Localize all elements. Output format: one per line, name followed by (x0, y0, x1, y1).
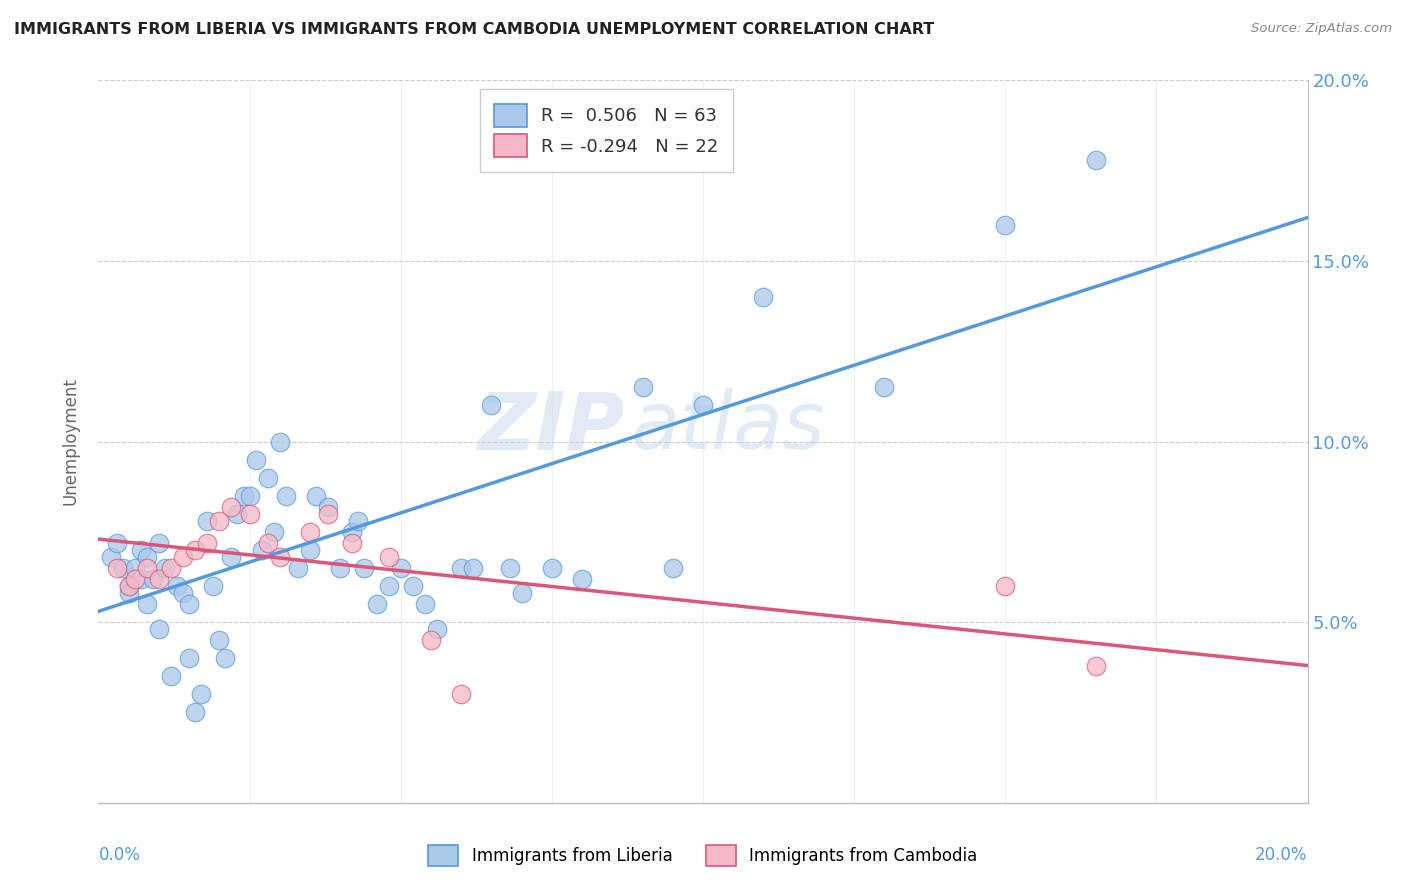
Point (214, 651, 236, 665)
Text: IMMIGRANTS FROM LIBERIA VS IMMIGRANTS FROM CAMBODIA UNEMPLOYMENT CORRELATION CHA: IMMIGRANTS FROM LIBERIA VS IMMIGRANTS FR… (14, 22, 935, 37)
Point (316, 507, 339, 521)
Point (540, 561, 562, 575)
Point (316, 500, 339, 514)
Point (208, 633, 231, 648)
Point (184, 542, 207, 557)
Point (342, 535, 364, 549)
Point (366, 597, 388, 611)
Point (389, 561, 412, 575)
Point (353, 561, 375, 575)
Point (377, 579, 399, 593)
Point (256, 535, 278, 549)
Text: 20.0%: 20.0% (1256, 847, 1308, 864)
Point (661, 561, 683, 575)
Point (342, 524, 364, 539)
Point (256, 471, 278, 485)
Point (269, 434, 291, 449)
Point (692, 398, 714, 412)
Text: 0.0%: 0.0% (98, 847, 141, 864)
Point (498, 561, 520, 575)
Point (105, 535, 128, 549)
Point (450, 687, 472, 701)
Point (420, 633, 443, 648)
Point (287, 561, 309, 575)
Point (481, 398, 503, 412)
Point (195, 535, 218, 549)
Point (510, 586, 533, 600)
Point (124, 572, 146, 586)
Point (208, 514, 231, 528)
Point (1085, 153, 1108, 167)
Point (299, 524, 322, 539)
Point (160, 561, 183, 575)
Point (450, 561, 472, 575)
Point (111, 561, 134, 575)
Point (571, 572, 593, 586)
Point (148, 572, 170, 586)
Point (377, 550, 399, 565)
Point (124, 561, 146, 575)
Point (190, 687, 212, 701)
Point (135, 597, 157, 611)
Point (245, 452, 267, 467)
Point (413, 597, 436, 611)
Point (274, 489, 297, 503)
Point (172, 550, 194, 565)
Point (250, 542, 273, 557)
Point (202, 579, 225, 593)
Legend: Immigrants from Liberia, Immigrants from Cambodia: Immigrants from Liberia, Immigrants from… (420, 837, 986, 875)
Point (135, 550, 157, 565)
Text: Source: ZipAtlas.com: Source: ZipAtlas.com (1251, 22, 1392, 36)
Point (402, 579, 425, 593)
Point (299, 542, 322, 557)
Point (160, 669, 183, 683)
Point (269, 550, 291, 565)
Point (347, 514, 370, 528)
Point (142, 572, 165, 586)
Point (166, 579, 188, 593)
Point (100, 550, 122, 565)
Point (752, 290, 775, 304)
Point (118, 586, 141, 600)
Point (329, 561, 352, 575)
Text: atlas: atlas (630, 388, 825, 467)
Point (305, 489, 328, 503)
Point (179, 651, 201, 665)
Point (153, 561, 176, 575)
Point (1085, 658, 1108, 673)
Point (263, 524, 285, 539)
Point (135, 561, 157, 575)
Point (148, 623, 170, 637)
Point (631, 380, 654, 394)
Point (184, 706, 207, 720)
Point (118, 579, 141, 593)
Point (994, 218, 1017, 232)
Text: ZIP: ZIP (477, 388, 624, 467)
Point (239, 489, 262, 503)
Point (221, 500, 243, 514)
Point (105, 561, 128, 575)
Point (226, 507, 249, 521)
Point (426, 623, 449, 637)
Point (172, 586, 194, 600)
Point (148, 535, 170, 549)
Legend: R =  0.506   N = 63, R = -0.294   N = 22: R = 0.506 N = 63, R = -0.294 N = 22 (479, 89, 733, 172)
Point (994, 579, 1017, 593)
Point (221, 550, 243, 565)
Point (873, 380, 896, 394)
Y-axis label: Unemployment: Unemployment (62, 377, 80, 506)
Point (195, 514, 218, 528)
Point (179, 597, 201, 611)
Point (232, 489, 254, 503)
Point (118, 579, 141, 593)
Point (129, 542, 152, 557)
Point (463, 561, 485, 575)
Point (129, 572, 152, 586)
Point (239, 507, 262, 521)
